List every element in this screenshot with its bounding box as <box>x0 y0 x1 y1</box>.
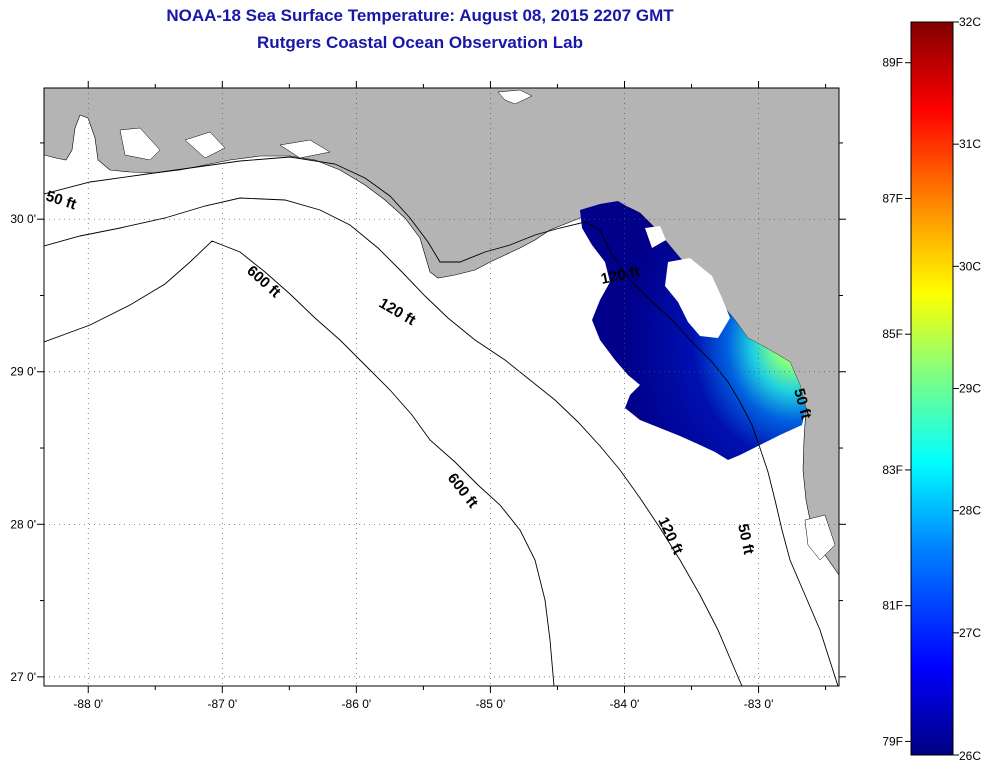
colorbar-celsius-label: 27C <box>959 626 981 640</box>
colorbar-celsius-label: 31C <box>959 137 981 151</box>
lat-tick-label: 29 0' <box>10 365 36 379</box>
colorbar-celsius-label: 29C <box>959 382 981 396</box>
colorbar-ticks: 32C 31C 30C 29C 28C 27C 26C 89F 87F 85F 83F 81F 79F <box>882 15 981 763</box>
axis-tick-labels: -88 0' -87 0' -86 0' -85 0' -84 0' -83 0' 30 0… <box>10 212 773 711</box>
colorbar-fahrenheit-label: 83F <box>882 463 903 477</box>
bay-inlet <box>184 131 226 159</box>
bay-inlet <box>804 514 836 561</box>
colorbar-celsius-label: 28C <box>959 504 981 518</box>
map-subtitle: Rutgers Coastal Ocean Observation Lab <box>257 33 583 52</box>
lon-tick-label: -84 0' <box>610 697 640 711</box>
lake <box>497 89 533 105</box>
colorbar-fahrenheit-label: 87F <box>882 191 903 205</box>
cloud-gap <box>665 258 730 338</box>
colorbar-fahrenheit-label: 85F <box>882 327 903 341</box>
sst-data-region <box>580 201 806 460</box>
contour-label-50ft: 50 ft <box>734 522 757 556</box>
lon-tick-label: -85 0' <box>476 697 506 711</box>
lat-tick-label: 28 0' <box>10 517 36 531</box>
lon-tick-label: -83 0' <box>744 697 774 711</box>
contour-50ft <box>44 156 839 686</box>
lat-tick-label: 27 0' <box>10 670 36 684</box>
lat-tick-label: 30 0' <box>10 212 36 226</box>
colorbar-celsius-label: 26C <box>959 749 981 763</box>
colorbar-fahrenheit-label: 81F <box>882 599 903 613</box>
cloud-gap <box>645 226 666 248</box>
lon-tick-label: -87 0' <box>207 697 237 711</box>
contour-600ft <box>44 240 555 686</box>
axis-ticks <box>37 81 846 693</box>
colorbar-celsius-label: 32C <box>959 15 981 29</box>
contour-120ft <box>44 197 743 686</box>
colorbar <box>910 21 954 756</box>
colorbar-celsius-label: 30C <box>959 259 981 273</box>
colorbar-fahrenheit-label: 79F <box>882 734 903 748</box>
map-title: NOAA-18 Sea Surface Temperature: August … <box>166 6 674 25</box>
lon-tick-label: -88 0' <box>73 697 103 711</box>
colorbar-fahrenheit-label: 89F <box>882 56 903 70</box>
bay-inlet <box>279 139 331 159</box>
bay-inlet <box>119 127 161 161</box>
lon-tick-label: -86 0' <box>342 697 372 711</box>
plot-frame <box>43 87 840 687</box>
